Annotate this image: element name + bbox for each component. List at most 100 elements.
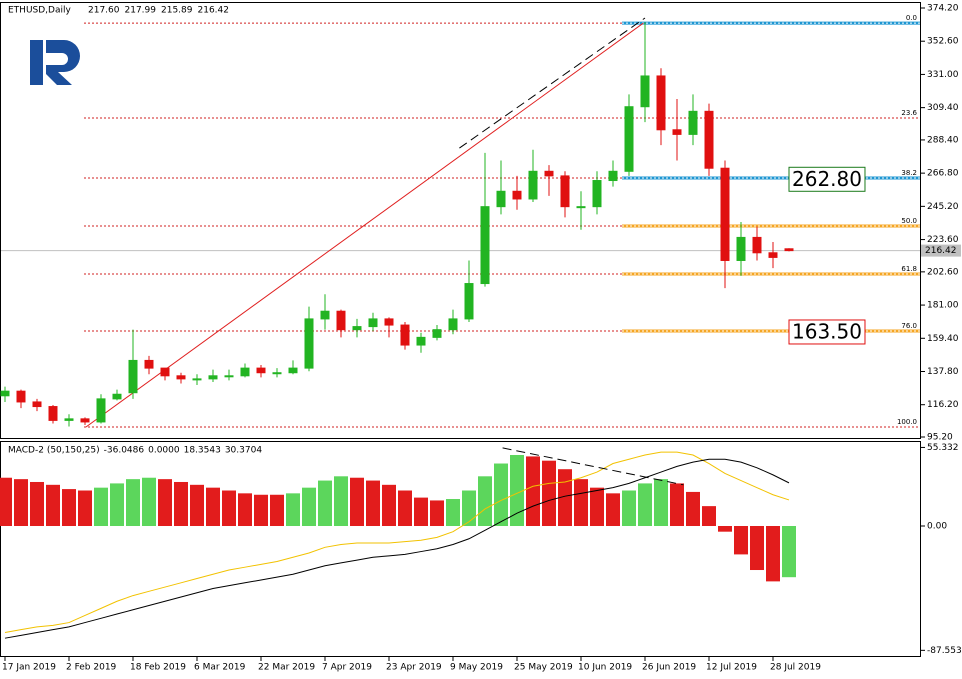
annotation-label: 262.80 [792,167,862,191]
x-tick-label: 17 Jan 2019 [2,663,56,673]
candle-body [544,170,554,177]
candle-body [672,129,682,135]
x-tick-label: 23 Apr 2019 [386,663,442,673]
candle-body [704,110,714,169]
macd-signal-line [4,451,790,633]
macd-bar [174,481,188,527]
x-tick-label: 7 Apr 2019 [322,663,372,673]
macd-bar [702,506,716,527]
candle-body [736,236,746,261]
candle-body [160,367,170,377]
y-tick-label: 0.00 [927,522,947,532]
macd-bar [126,479,140,527]
candle-body [48,406,58,421]
candle-body [480,206,490,285]
ohlc-value: 217.99 [125,6,157,16]
macd-value: 30.3704 [225,446,262,456]
macd-bar [94,487,108,527]
candle-body [576,206,586,209]
macd-bar [766,526,780,582]
candle-body [320,310,330,320]
fib-label: 0.0 [906,14,917,22]
macd-bar [270,494,284,527]
candle-body [688,110,698,135]
y-tick-label: 223.60 [927,235,959,245]
candle-body [768,252,778,258]
x-tick-label: 2 Feb 2019 [66,663,117,673]
macd-bar [158,479,172,527]
candle-body [720,167,730,261]
ohlc-value: 217.60 [88,6,120,16]
y-tick-label: 266.80 [927,169,959,179]
macd-bar [366,480,380,527]
y-tick-label: 245.20 [927,202,959,212]
y-tick-label: 352.60 [927,37,959,47]
candle-body [416,336,426,346]
macd-bar [510,455,524,527]
macd-bar [350,477,364,527]
macd-bar [414,497,428,527]
marks: 217.60 217.99 215.89 216.42 374.20 352.60 331.… [0,3,962,673]
fib-label: 61.8 [901,265,917,273]
macd-name: MACD-2 (50,150,25) [8,446,100,456]
x-tick-label: 22 Mar 2019 [258,663,315,673]
candle-body [288,367,298,374]
macd-bar [574,479,588,527]
macd-bar [0,477,12,527]
macd-bar [110,483,124,527]
macd-value: 0.0000 [148,446,180,456]
y-tick-label: 95.20 [927,433,953,443]
macd-bar [478,476,492,527]
macd-bar [254,494,268,527]
candle-body [496,190,506,208]
macd-bar [782,526,796,578]
trendline [502,447,684,486]
macd-bar [398,490,412,527]
y-tick-label: 288.40 [927,135,959,145]
candle-body [448,318,458,331]
macd-bar [302,487,316,527]
candle-body [384,318,394,326]
candle-body [528,170,538,200]
price-box [921,244,961,257]
candle-body [96,398,106,423]
price-panel [0,2,921,439]
candle-body [240,367,250,377]
candle-body [464,283,474,320]
y-tick-label: 116.20 [927,400,959,410]
macd-bar [542,460,556,527]
fib-label: 100.0 [897,418,917,426]
x-tick-label: 9 May 2019 [450,663,503,673]
x-tick-label: 26 Jun 2019 [642,663,696,673]
y-tick-label: 159.40 [927,334,959,344]
y-tick-label: -87.5532 [927,646,962,656]
annotation-label: 163.50 [792,319,862,343]
candle-body [272,372,282,375]
macd-bar [190,484,204,527]
x-tick-label: 10 Jun 2019 [578,663,632,673]
macd-bar [446,499,460,527]
candle-body [432,329,442,338]
macd-bar [206,487,220,527]
macd-value: 18.3543 [184,446,221,456]
macd-bar [750,526,764,571]
y-tick-label: 181.00 [927,301,959,311]
fib-label: 76.0 [901,322,917,330]
candle-body [400,324,410,346]
candle-body [144,359,154,369]
macd-bar [318,480,332,527]
fib-label: 50.0 [901,217,917,225]
macd-bar [334,476,348,527]
y-tick-label: 55.332 [927,443,959,453]
trendline [459,17,646,149]
macd-bar [558,469,572,527]
macd-bar [590,487,604,527]
macd-bar [654,479,668,527]
annotation-box [788,319,866,345]
macd-bar [686,491,700,527]
candle-body [128,359,138,394]
candle-body [256,367,266,374]
fib-label: 23.6 [901,109,917,117]
candle-body [64,418,74,421]
